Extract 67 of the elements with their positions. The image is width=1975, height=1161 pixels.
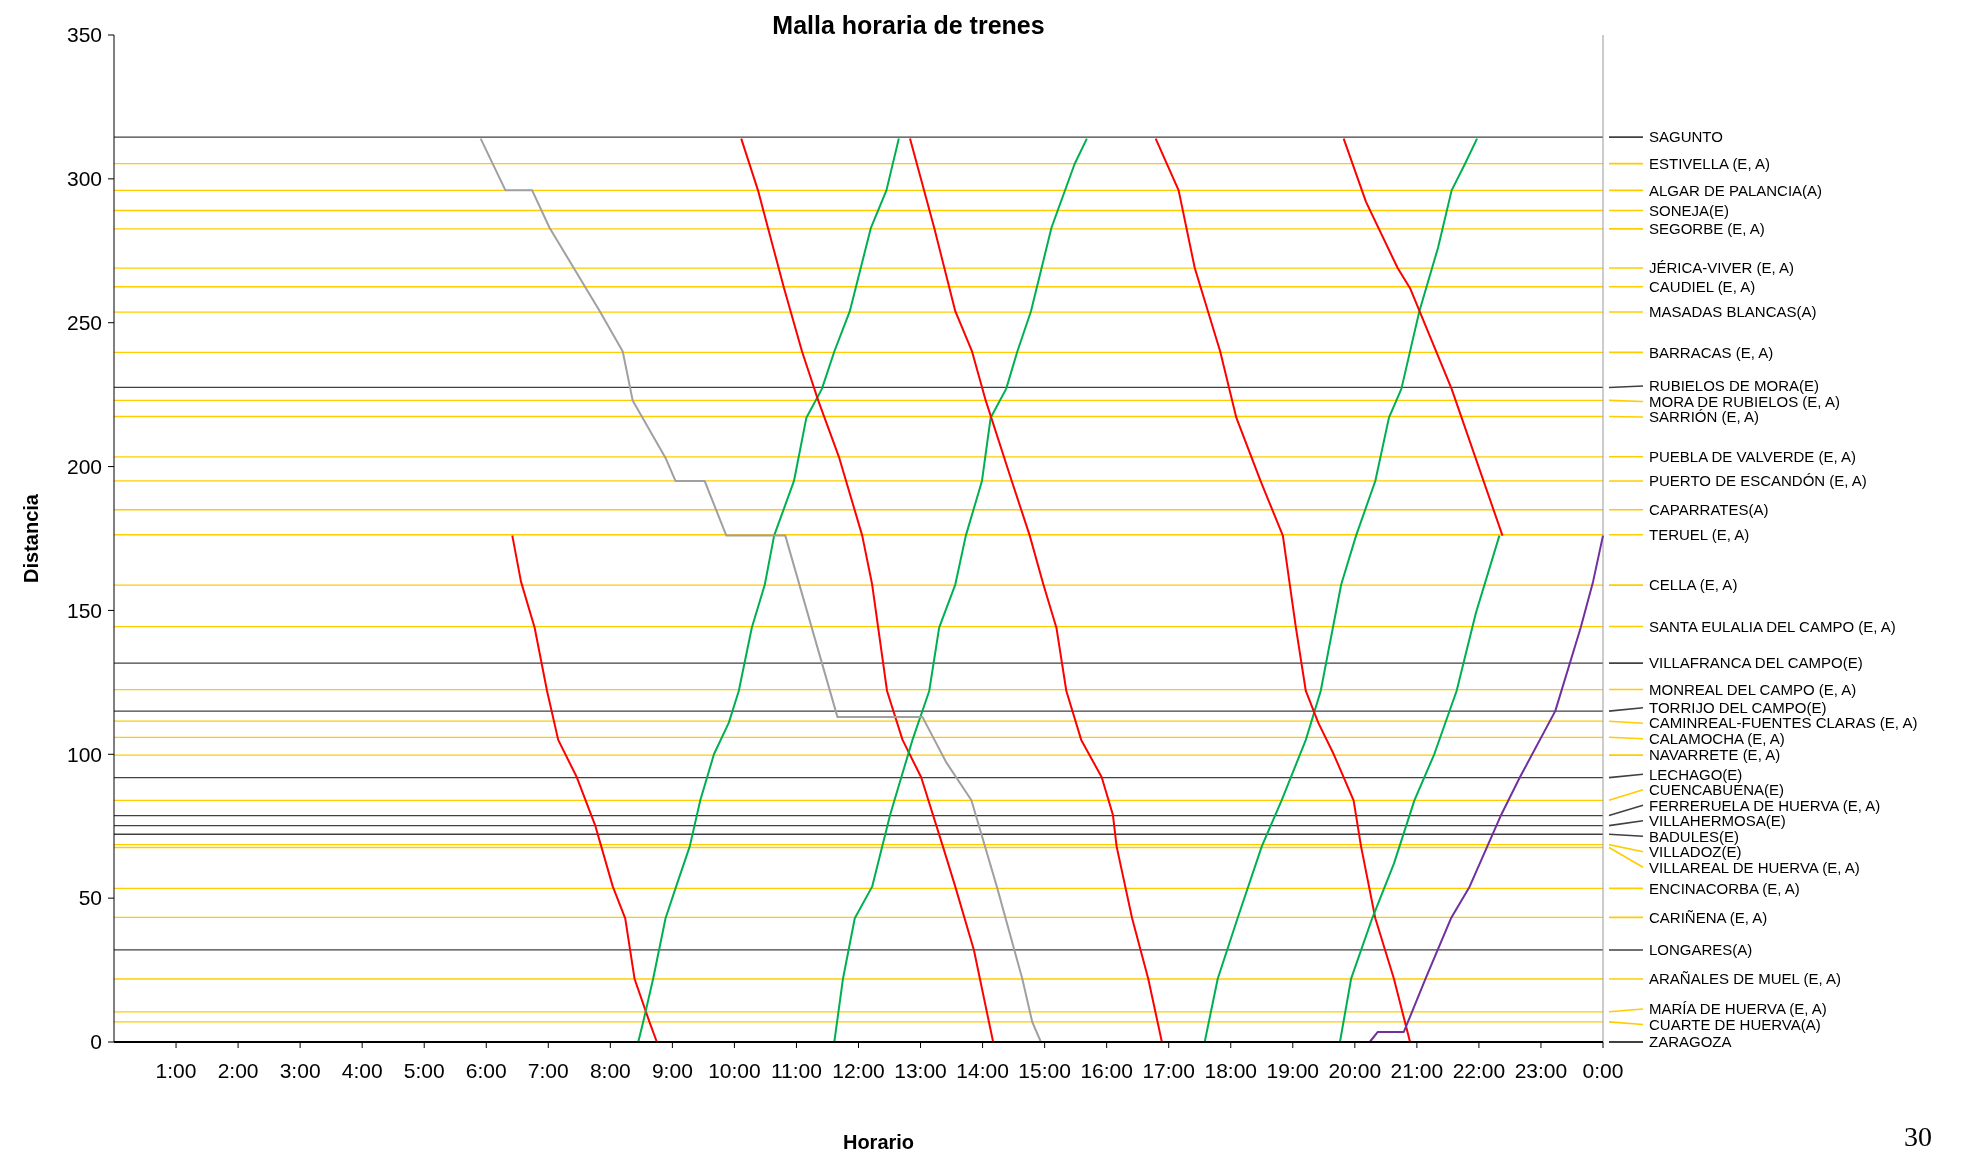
ref-line-label: LECHAGO(E) [1649, 765, 1743, 783]
y-tick-label: 0 [90, 1030, 102, 1054]
x-tick-label: 21:00 [1390, 1059, 1444, 1082]
ref-line-label: SAGUNTO [1649, 128, 1723, 146]
ref-line-label: CELLA (E, A) [1649, 576, 1738, 594]
text: 30 [1904, 1121, 1932, 1152]
x-tick-label: 2:00 [217, 1059, 259, 1082]
x-tick-label: 19:00 [1266, 1059, 1320, 1082]
x-tick-label: 8:00 [589, 1059, 631, 1082]
y-tick-label: 300 [66, 167, 102, 191]
x-tick-label: 1:00 [155, 1059, 197, 1082]
x-tick-label: 22:00 [1452, 1059, 1506, 1082]
x-tick-label: 13:00 [894, 1059, 947, 1082]
x-tick-label: 16:00 [1080, 1059, 1133, 1082]
ref-line-label: CAUDIEL (E, A) [1649, 278, 1756, 295]
x-tick-label: 5:00 [403, 1059, 445, 1082]
ref-line-label: TORRIJO DEL CAMPO(E) [1649, 698, 1827, 716]
y-axis-title: Distancia [20, 493, 42, 583]
ref-line-label: ENCINACORBA (E, A) [1649, 879, 1800, 897]
ref-line-label: RUBIELOS DE MORA(E) [1649, 377, 1820, 395]
ref-line-label: CALAMOCHA (E, A) [1649, 729, 1785, 747]
x-tick-label: 12:00 [832, 1059, 885, 1082]
x-tick-label: 10:00 [708, 1059, 761, 1082]
x-tick-label: 17:00 [1142, 1059, 1195, 1082]
ref-line-label: CARIÑENA (E, A) [1649, 908, 1768, 926]
ref-line-label: VILLAFRANCA DEL CAMPO(E) [1649, 654, 1863, 672]
chart-title: Malla horaria de trenes [772, 11, 1045, 39]
x-tick-label: 9:00 [651, 1059, 693, 1082]
x-tick-label: 15:00 [1018, 1059, 1071, 1082]
x-tick-label: 20:00 [1328, 1059, 1382, 1082]
x-tick-label: 3:00 [279, 1059, 321, 1082]
x-axis-title: Horario [842, 1131, 915, 1153]
ref-line-label: CAPARRATES(A) [1649, 500, 1769, 518]
ref-line-label: VILLAHERMOSA(E) [1649, 812, 1786, 830]
x-tick-label: 18:00 [1204, 1059, 1258, 1082]
x-tick-label: 23:00 [1514, 1059, 1568, 1082]
ref-line-label: NAVARRETE (E, A) [1649, 746, 1781, 764]
ref-line-label: ESTIVELLA (E, A) [1649, 154, 1770, 172]
y-tick-label: 350 [66, 23, 102, 47]
ref-line-label: TERUEL (E, A) [1649, 526, 1750, 544]
ref-line-label: JÉRICA-VIVER (E, A) [1649, 259, 1795, 277]
y-tick-label: 200 [66, 454, 102, 478]
x-tick-label: 14:00 [956, 1059, 1009, 1082]
x-tick-label: 7:00 [527, 1059, 569, 1082]
ref-line-label: ALGAR DE PALANCIA(A) [1649, 181, 1823, 199]
y-tick-label: 150 [66, 598, 102, 622]
ref-line-label: ARAÑALES DE MUEL (E, A) [1649, 970, 1841, 988]
ref-line-label: SANTA EULALIA DEL CAMPO (E, A) [1649, 617, 1896, 635]
y-tick-label: 100 [66, 742, 102, 766]
x-tick-label: 6:00 [465, 1059, 507, 1082]
y-tick-label: 250 [66, 311, 102, 335]
ref-line-label: PUERTO DE ESCANDÓN (E, A) [1649, 472, 1867, 490]
ref-line-label: SARRIÓN (E, A) [1649, 408, 1760, 426]
ref-line-label: MASADAS BLANCAS(A) [1649, 303, 1817, 321]
y-tick-label: 50 [78, 886, 102, 910]
ref-line-label: SONEJA(E) [1649, 201, 1730, 219]
x-tick-label: 4:00 [341, 1059, 383, 1082]
ref-line-label: LONGARES(A) [1649, 941, 1753, 959]
x-tick-label: 0:00 [1582, 1059, 1624, 1082]
ref-line-label: BADULES(E) [1649, 827, 1740, 845]
ref-line-label: MARÍA DE HUERVA (E, A) [1649, 1000, 1827, 1018]
ref-line-label: MONREAL DEL CAMPO (E, A) [1649, 680, 1857, 698]
x-tick-label: 11:00 [770, 1059, 822, 1082]
ref-line-label: SEGORBE (E, A) [1649, 220, 1765, 238]
ref-line-label: PUEBLA DE VALVERDE (E, A) [1649, 448, 1857, 466]
ref-line-label: ZARAGOZA [1649, 1033, 1732, 1051]
ref-line-label: BARRACAS (E, A) [1649, 343, 1774, 361]
